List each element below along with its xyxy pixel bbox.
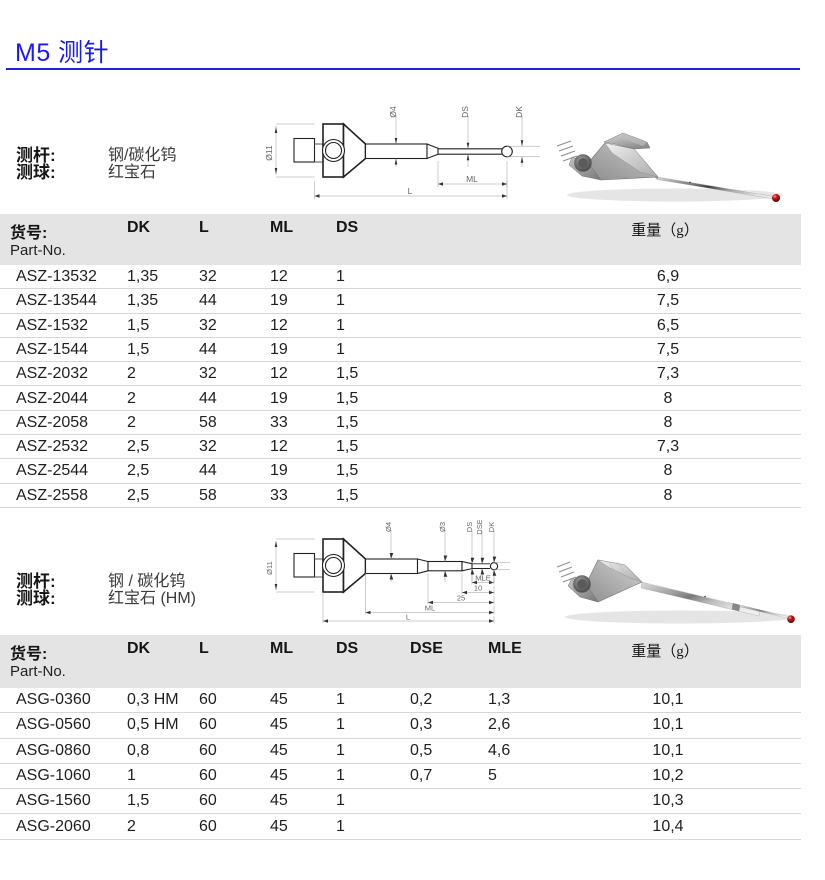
svg-text:ML: ML <box>466 174 478 184</box>
svg-text:MLE: MLE <box>475 574 490 583</box>
svg-text:DK: DK <box>487 522 496 532</box>
svg-text:ML: ML <box>425 604 435 613</box>
svg-text:L: L <box>408 186 413 196</box>
svg-text:Ø3: Ø3 <box>438 522 447 532</box>
svg-text:Ø4: Ø4 <box>388 106 398 118</box>
svg-text:Ø11: Ø11 <box>265 561 274 575</box>
svg-text:DK: DK <box>514 106 524 118</box>
svg-text:L: L <box>406 613 410 622</box>
svg-text:Ø4: Ø4 <box>384 522 393 532</box>
svg-text:10: 10 <box>474 584 482 593</box>
svg-text:Ø11: Ø11 <box>264 145 274 161</box>
svg-text:DSE: DSE <box>475 520 484 535</box>
svg-text:DS: DS <box>460 106 470 118</box>
svg-text:25: 25 <box>457 594 465 603</box>
svg-text:DS: DS <box>465 522 474 532</box>
